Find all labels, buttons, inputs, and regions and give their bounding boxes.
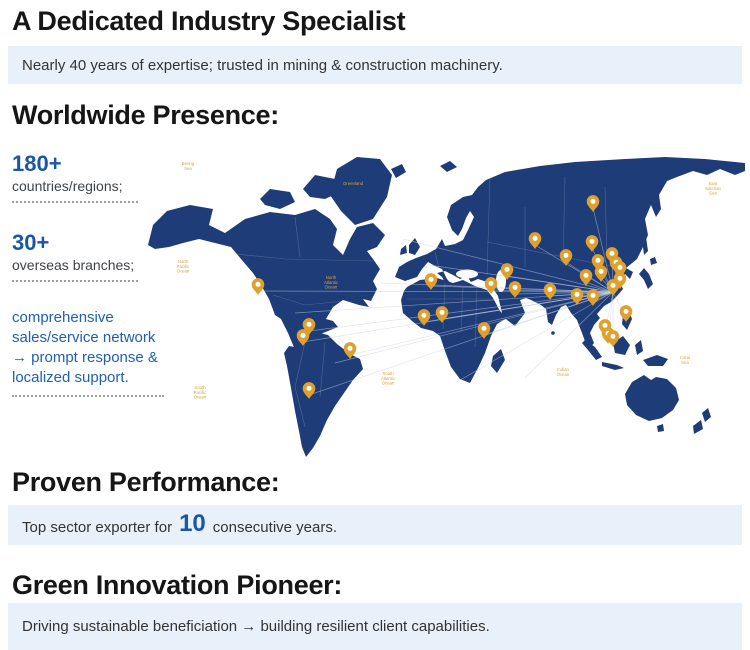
route-line <box>428 264 614 293</box>
ocean-label: Bering Sea <box>182 161 195 171</box>
performance-banner: Top sector exporter for 10 consecutive yea… <box>8 505 742 545</box>
map-pin <box>543 283 557 300</box>
world-map-svg: North Pacific Ocean North Atlantic Ocean South… <box>148 157 745 457</box>
ocean-label: North Pacific Ocean <box>177 259 191 274</box>
network-note: comprehensive sales/service network → pr… <box>12 308 170 397</box>
green-heading: Green Innovation Pioneer: <box>12 570 343 600</box>
route-line <box>592 207 614 293</box>
ocean-label: East Siberian Sea <box>705 181 721 196</box>
map-pin <box>251 278 265 295</box>
map-pin <box>477 322 491 339</box>
intro-banner-text: Nearly 40 years of expertise; trusted in… <box>22 56 503 74</box>
stat-countries-label: countries/regions; <box>12 178 123 194</box>
stat-countries-value: 180+ <box>12 151 62 176</box>
ocean-label: South Atlantic Ocean <box>381 371 396 386</box>
dotted-divider <box>12 395 164 397</box>
map-pin <box>619 305 633 322</box>
map-pin <box>594 265 608 282</box>
ocean-label: North Atlantic Ocean <box>324 275 339 290</box>
stat-branches-value: 30+ <box>12 230 50 255</box>
world-map: North Pacific Ocean North Atlantic Ocean South… <box>145 147 750 462</box>
map-pin <box>559 249 573 266</box>
map-pin <box>586 289 600 306</box>
route-line <box>308 291 614 332</box>
map-pin <box>500 263 514 280</box>
map-pin <box>606 330 620 347</box>
map-pin <box>570 288 584 305</box>
map-pin <box>424 273 438 290</box>
stat-countries: 180+ countries/regions; <box>12 152 138 203</box>
map-pin <box>579 269 593 286</box>
map-pin <box>606 279 620 296</box>
ocean-label: Indian Ocean <box>557 367 570 377</box>
map-pin <box>417 309 431 326</box>
ocean-label: Coral Sea <box>680 355 690 365</box>
ocean-label: South Pacific Ocean <box>194 385 208 400</box>
map-pin <box>528 232 542 249</box>
map-pin <box>508 281 522 298</box>
stat-branches: 30+ overseas branches; <box>12 231 138 282</box>
intro-banner: Nearly 40 years of expertise; trusted in… <box>8 46 742 84</box>
route-line <box>334 291 614 364</box>
route-line <box>294 291 614 314</box>
map-pin <box>586 195 600 212</box>
performance-heading: Proven Performance: <box>12 467 280 497</box>
route-line <box>454 291 614 384</box>
dotted-divider <box>12 280 138 282</box>
map-pin <box>484 277 498 294</box>
route-line <box>585 281 614 293</box>
map-pin <box>585 235 599 252</box>
route-line <box>534 244 614 293</box>
dotted-divider <box>12 201 138 203</box>
green-banner: Driving sustainable beneficiation → buil… <box>8 603 742 650</box>
performance-text-before: Top sector exporter for <box>22 519 173 536</box>
performance-text-after: consecutive years. <box>212 519 338 536</box>
page-title: A Dedicated Industry Specialist <box>12 6 406 36</box>
map-pin <box>296 329 310 346</box>
performance-highlight-number: 10 <box>179 510 206 537</box>
map-landmasses <box>148 157 745 457</box>
green-banner-text: Driving sustainable beneficiation → buil… <box>22 618 490 635</box>
worldwide-heading: Worldwide Presence: <box>12 100 279 130</box>
network-note-text: comprehensive sales/service network → pr… <box>12 309 158 386</box>
map-pin <box>435 306 449 323</box>
map-pin <box>343 342 357 359</box>
route-line <box>524 291 614 379</box>
ocean-label: Greenland <box>343 181 364 186</box>
map-pins <box>251 195 633 399</box>
route-line <box>441 291 614 320</box>
ocean-labels: North Pacific Ocean North Atlantic Ocean South… <box>177 161 722 400</box>
performance-banner-text: Top sector exporter for 10 consecutive yea… <box>22 510 338 539</box>
stat-branches-label: overseas branches; <box>12 257 135 273</box>
map-pin <box>302 382 316 399</box>
